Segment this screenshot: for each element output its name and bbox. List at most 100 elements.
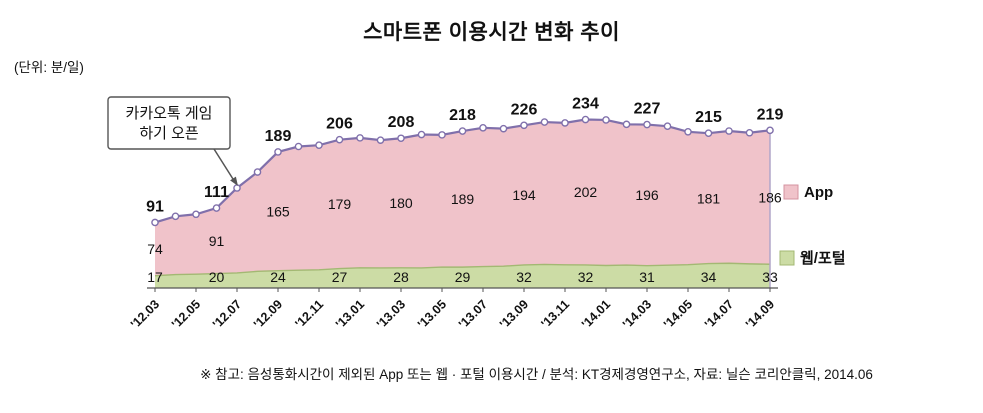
data-point-marker [704,129,713,137]
total-value-label: 234 [572,96,599,113]
data-point-marker [356,134,364,142]
web-value-label: 32 [578,269,594,285]
data-point-marker [151,218,159,227]
app-value-label: 181 [697,190,721,206]
total-value-label: 206 [326,116,353,133]
data-point-marker [397,134,405,143]
data-point-marker [766,126,774,135]
data-point-marker [233,184,241,192]
data-point-marker [335,135,344,144]
data-point-marker [520,121,528,130]
x-tick-label: '13.03 [374,297,408,331]
web-area [155,263,770,288]
app-value-label: 189 [451,191,475,207]
app-value-label: 165 [266,203,290,219]
data-point-marker [745,128,754,137]
app-value-label: 196 [635,187,659,203]
app-value-label: 74 [147,241,163,257]
total-value-label: 227 [634,101,661,118]
data-point-marker [684,127,692,136]
legend-label-web: 웹/포털 [800,249,846,267]
x-tick-label: '13.07 [456,297,490,331]
data-point-marker [581,115,590,124]
app-area [155,119,770,276]
x-tick-label: '14.05 [661,297,695,331]
footnote: ※ 참고: 음성통화시간이 제외된 App 또는 웹 · 포털 이용시간 / 분… [200,367,873,382]
total-value-label: 189 [265,128,292,145]
data-point-marker [725,127,733,135]
app-value-label: 180 [389,195,413,211]
legend-swatch-app [783,184,799,200]
total-value-label: 91 [146,198,164,215]
x-tick-label: '13.09 [497,297,531,331]
x-tick-label: '12.03 [128,297,162,331]
x-tick-label: '13.11 [538,297,572,331]
data-point-marker [643,120,651,129]
data-point-marker [561,119,569,127]
annotation-box [107,96,231,150]
total-value-label: 215 [695,109,722,126]
annotation-arrow-line [213,148,234,180]
data-point-marker [479,124,487,132]
data-point-marker [253,168,262,176]
web-value-label: 24 [270,269,286,285]
total-value-label: 219 [757,106,784,123]
web-value-label: 31 [639,269,655,285]
annotation-text: 하기 오픈 [139,125,198,142]
unit-label: (단위: 분/일) [14,60,84,75]
web-value-label: 34 [701,269,717,285]
data-point-marker [540,118,549,126]
annotation-text: 카카오톡 게임 [126,105,213,122]
web-value-label: 17 [147,269,163,285]
x-tick-label: '12.09 [251,297,285,331]
web-value-label: 29 [455,269,471,285]
app-value-label: 186 [758,189,782,205]
legend-label-app: App [804,184,833,201]
data-point-marker [192,210,200,219]
web-value-label: 20 [209,269,225,285]
data-point-marker [602,116,610,124]
legend: App 웹/포털 [779,184,846,267]
x-tick-label: '14.07 [702,297,736,331]
data-point-marker [417,130,426,139]
total-value-label: 218 [449,107,476,124]
data-point-marker [315,141,323,149]
x-tick-label: '14.09 [743,297,777,331]
x-tick-label: '14.01 [579,297,613,331]
total-value-label: 226 [511,101,538,118]
web-value-label: 33 [762,269,778,285]
legend-swatch-web [779,250,795,266]
data-point-marker [274,148,282,156]
data-point-markers [151,115,774,227]
app-value-label: 179 [328,196,352,212]
data-point-marker [171,212,180,221]
value-labels: 91 74 17 111 91 20 189 165 24 206 179 27 208 180 28 218… [146,96,783,285]
chart-title: 스마트폰 이용시간 변화 추이 [363,21,620,44]
x-tick-label: '12.05 [169,297,203,331]
app-value-label: 91 [209,233,225,249]
data-point-marker [499,124,508,133]
data-point-marker [458,127,467,135]
x-tick-label: '12.11 [292,297,326,331]
total-value-label: 111 [204,184,229,201]
area-series [154,119,771,288]
annotation-arrow-head [230,176,238,186]
data-point-marker [376,136,385,144]
web-edge-line [154,262,771,277]
web-value-label: 28 [393,269,409,285]
x-tick-labels: '12.03'12.05'12.07'12.09'12.11'13.01'13.… [128,288,777,331]
data-point-marker [294,142,303,151]
data-point-marker [622,120,631,129]
data-point-marker [438,131,446,139]
data-point-marker [212,204,221,212]
x-tick-label: '13.05 [415,297,449,331]
data-point-marker [663,122,672,130]
total-value-label: 208 [388,114,415,131]
web-value-label: 32 [516,269,532,285]
x-tick-label: '13.01 [333,297,367,331]
app-value-label: 194 [512,187,536,203]
app-value-label: 202 [574,184,598,200]
